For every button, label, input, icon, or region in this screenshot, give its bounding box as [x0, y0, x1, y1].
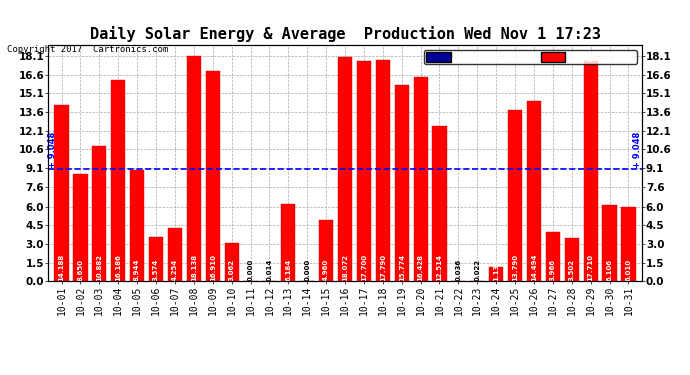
Text: 4.254: 4.254 — [172, 258, 178, 281]
Bar — [149, 237, 163, 281]
Text: 13.790: 13.790 — [512, 254, 518, 281]
Text: 18.138: 18.138 — [191, 254, 197, 281]
Bar — [282, 204, 295, 281]
Text: 4.960: 4.960 — [323, 258, 329, 281]
Bar — [395, 85, 408, 281]
Bar — [206, 71, 220, 281]
Title: Daily Solar Energy & Average  Production Wed Nov 1 17:23: Daily Solar Energy & Average Production … — [90, 27, 600, 42]
Text: 0.014: 0.014 — [266, 258, 273, 281]
Text: 16.186: 16.186 — [115, 254, 121, 281]
Text: 6.106: 6.106 — [607, 259, 613, 281]
Text: 17.710: 17.710 — [588, 254, 593, 281]
Text: 6.184: 6.184 — [285, 258, 291, 281]
Bar — [413, 77, 428, 281]
Bar — [130, 170, 144, 281]
Bar — [546, 232, 560, 281]
Text: 6.010: 6.010 — [625, 259, 631, 281]
Bar — [111, 80, 126, 281]
Bar — [73, 174, 88, 281]
Text: 10.882: 10.882 — [97, 254, 102, 281]
Bar — [376, 60, 390, 281]
Bar — [602, 206, 617, 281]
Text: 0.000: 0.000 — [304, 258, 310, 281]
Bar — [584, 61, 598, 281]
Bar — [433, 126, 446, 281]
Text: Copyright 2017  Cartronics.com: Copyright 2017 Cartronics.com — [7, 45, 168, 54]
Text: 14.494: 14.494 — [531, 253, 537, 281]
Bar — [92, 146, 106, 281]
Bar — [489, 267, 503, 281]
Bar — [319, 220, 333, 281]
Bar — [508, 110, 522, 281]
Text: 3.966: 3.966 — [550, 259, 556, 281]
Bar — [187, 56, 201, 281]
Bar — [527, 101, 541, 281]
Bar — [338, 57, 352, 281]
Text: 3.574: 3.574 — [153, 258, 159, 281]
Bar — [357, 61, 371, 281]
Bar — [564, 238, 579, 281]
Text: 17.790: 17.790 — [380, 254, 386, 281]
Text: 14.188: 14.188 — [59, 254, 65, 281]
Bar — [168, 228, 182, 281]
Text: 16.428: 16.428 — [417, 254, 424, 281]
Text: 15.774: 15.774 — [399, 254, 405, 281]
Text: 8.650: 8.650 — [77, 259, 83, 281]
Bar — [622, 207, 635, 281]
Text: 3.502: 3.502 — [569, 259, 575, 281]
Bar — [224, 243, 239, 281]
Text: 1.136: 1.136 — [493, 259, 499, 281]
Text: 0.000: 0.000 — [248, 258, 253, 281]
Text: 18.072: 18.072 — [342, 254, 348, 281]
Text: 17.700: 17.700 — [361, 254, 367, 281]
Text: + 9.048: + 9.048 — [633, 131, 642, 168]
Text: 3.062: 3.062 — [228, 259, 235, 281]
Legend: Average  (kWh), Daily  (kWh): Average (kWh), Daily (kWh) — [424, 50, 637, 64]
Text: 8.944: 8.944 — [134, 258, 140, 281]
Bar — [55, 105, 68, 281]
Text: 0.022: 0.022 — [474, 259, 480, 281]
Text: 0.036: 0.036 — [455, 259, 462, 281]
Text: + 9.048: + 9.048 — [48, 131, 57, 168]
Text: 16.910: 16.910 — [210, 254, 216, 281]
Text: 12.514: 12.514 — [437, 254, 442, 281]
